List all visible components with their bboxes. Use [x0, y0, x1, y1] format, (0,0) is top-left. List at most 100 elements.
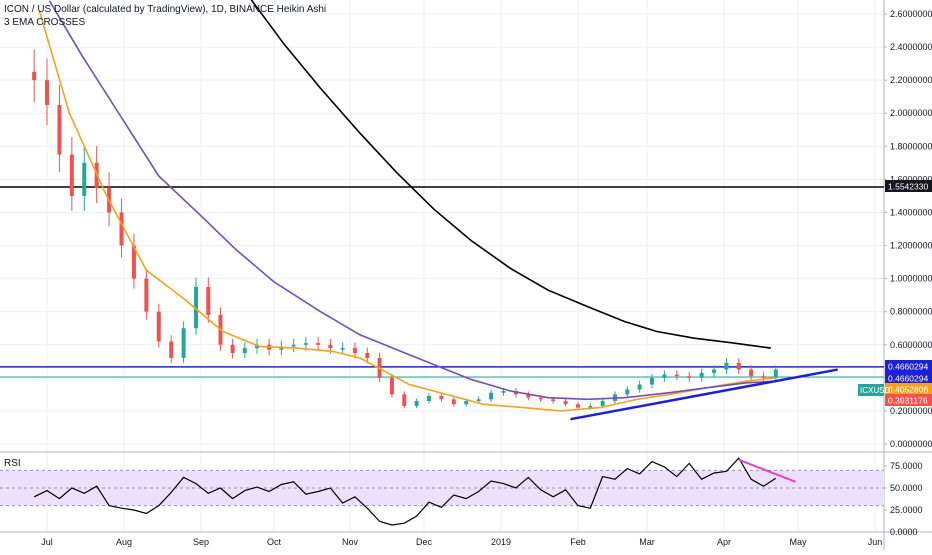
- time-axis-label: Mar: [639, 537, 655, 547]
- candle-body: [439, 396, 444, 400]
- candle-body: [736, 362, 741, 370]
- price-tag-label: 0.4660294: [888, 374, 928, 384]
- candle-body: [464, 401, 469, 405]
- time-axis-label: Oct: [267, 537, 282, 547]
- price-axis-label: 2.2000000: [890, 75, 932, 85]
- candle-body: [32, 71, 37, 81]
- candle-body: [181, 328, 186, 358]
- symbol-tag: [858, 384, 884, 396]
- support-trendline[interactable]: [570, 368, 838, 421]
- candle-body: [254, 344, 259, 349]
- time-axis-label: Jul: [41, 537, 53, 547]
- candle-body: [501, 391, 506, 393]
- time-axis-label: Nov: [342, 537, 359, 547]
- time-axis-label: Feb: [570, 537, 586, 547]
- candle-body: [526, 394, 531, 398]
- chart-title: ICON / US Dollar (calculated by TradingV…: [4, 4, 327, 15]
- price-axis-label: 2.4000000: [890, 42, 932, 52]
- price-axis-label: 2.0000000: [890, 108, 932, 118]
- price-axis-label: 0.8000000: [890, 307, 932, 317]
- candle-body: [773, 369, 778, 378]
- candle-body: [426, 396, 431, 401]
- rsi-panel-label: RSI: [4, 458, 21, 469]
- candle-body: [649, 377, 654, 385]
- price-tag-label: 0.4660294: [888, 362, 928, 372]
- candle-body: [662, 374, 667, 378]
- rsi-line: [33, 457, 777, 526]
- price-axis-label: 1.2000000: [890, 241, 932, 251]
- candle-body: [489, 392, 494, 400]
- price-tag: [885, 180, 932, 192]
- price-tag-label: 0.3931176: [888, 396, 928, 406]
- candle-body: [57, 104, 62, 155]
- ema-line-slow: [250, 0, 772, 349]
- rsi-band: [0, 470, 884, 506]
- candle-body: [144, 278, 149, 312]
- candle-body: [699, 372, 704, 378]
- price-axis-label: 1.8000000: [890, 141, 932, 151]
- price-axis-label: 1.0000000: [890, 274, 932, 284]
- indicator-name: 3 EMA CROSSES: [4, 17, 86, 28]
- candle-body: [169, 341, 174, 358]
- time-axis-label: May: [789, 537, 807, 547]
- candle-body: [749, 369, 754, 377]
- rsi-axis-label: 0.0000: [890, 527, 918, 537]
- price-axis-label: 0.6000000: [890, 340, 932, 350]
- candle-body: [365, 353, 370, 358]
- candle-body: [69, 154, 74, 196]
- price-tag: [885, 372, 932, 384]
- candle-body: [242, 348, 247, 354]
- candle-body: [45, 80, 49, 105]
- price-tag: [885, 383, 932, 395]
- candle-body: [538, 397, 543, 400]
- candle-body: [206, 286, 211, 315]
- candle-body: [414, 401, 419, 406]
- candle-body: [316, 343, 321, 345]
- time-axis-label: Sep: [193, 537, 209, 547]
- candle-body: [761, 376, 766, 378]
- price-axis-label: 2.6000000: [890, 9, 932, 19]
- candle-body: [588, 405, 593, 408]
- price-axis-label: 0.2000000: [890, 406, 932, 416]
- time-axis-label: Apr: [717, 537, 731, 547]
- time-axis-label: Dec: [416, 537, 433, 547]
- candle-body: [352, 348, 357, 354]
- ema-line-fast: [38, 10, 776, 412]
- candle-body: [119, 212, 124, 246]
- rsi-axis-label: 50.0000: [890, 483, 923, 493]
- candle-body: [712, 369, 717, 373]
- time-axis-label: 2019: [491, 537, 511, 547]
- candle-body: [687, 376, 692, 378]
- price-axis-label: 1.4000000: [890, 207, 932, 217]
- rsi-axis-label: 25.0000: [890, 505, 923, 515]
- time-axis-label: Jun: [868, 537, 883, 547]
- candle-body: [131, 245, 136, 279]
- candle-body: [625, 389, 630, 395]
- candle-body: [476, 399, 481, 401]
- price-axis-label: 0.0000000: [890, 439, 932, 449]
- price-tag-label: 1.5542330: [888, 182, 928, 192]
- candle-body: [328, 344, 333, 349]
- price-axis-background: [884, 0, 932, 550]
- candle-body: [563, 401, 568, 405]
- candle-body: [637, 384, 642, 390]
- candle-body: [194, 286, 199, 329]
- rsi-axis-label: 75.0000: [890, 461, 923, 471]
- price-tag: [885, 360, 932, 372]
- candle-body: [291, 344, 296, 347]
- candle-body: [82, 162, 87, 196]
- candle-body: [600, 401, 605, 406]
- candle-body: [451, 399, 456, 405]
- rsi-trendline[interactable]: [738, 458, 796, 483]
- candle-body: [402, 394, 407, 406]
- candle-body: [576, 404, 580, 408]
- candle-body: [230, 344, 235, 354]
- candle-body: [303, 343, 308, 345]
- ema-line-mid: [48, 0, 776, 401]
- candle-body: [389, 377, 394, 395]
- candle-body: [156, 311, 161, 342]
- candle-body: [724, 362, 729, 370]
